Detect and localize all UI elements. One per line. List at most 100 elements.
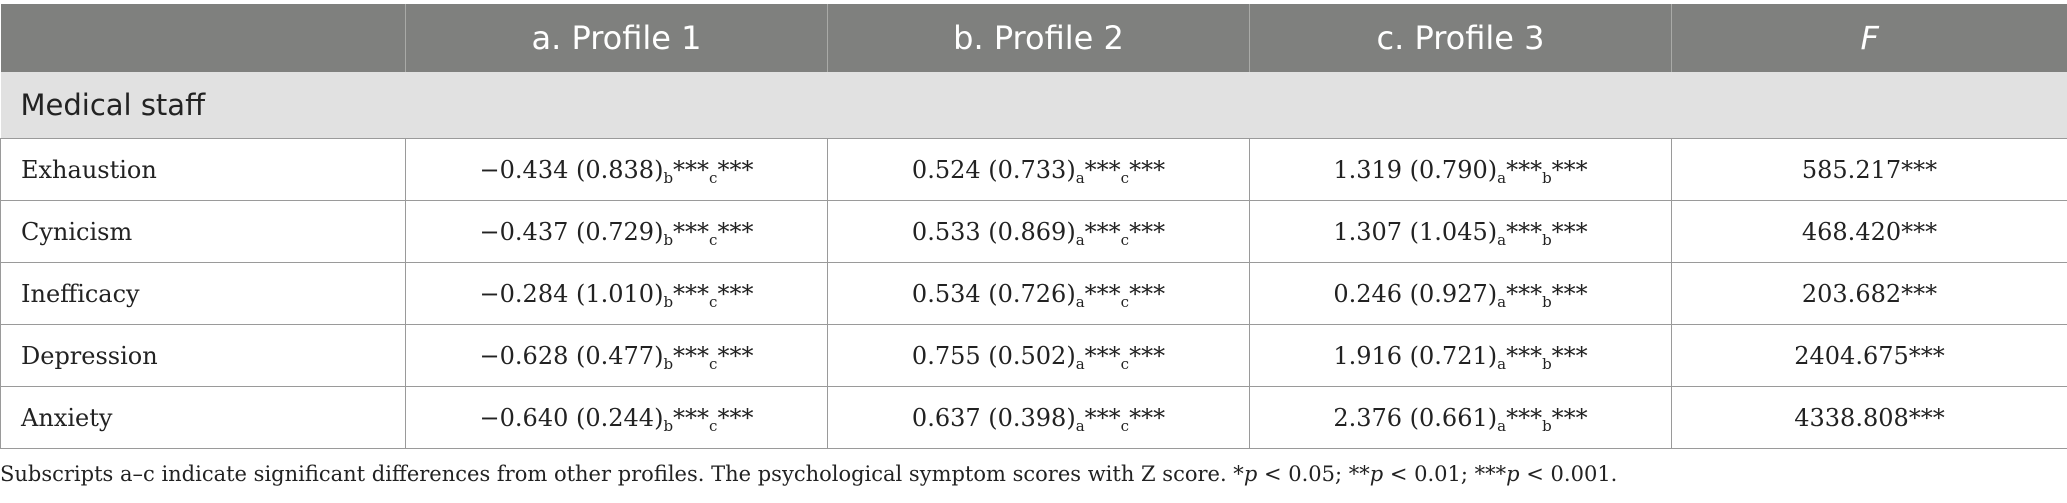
significance-2: *** <box>1129 217 1166 246</box>
significance-1: *** <box>1506 155 1543 184</box>
cell-value: 1.319 (0.790) <box>1333 155 1498 184</box>
f-value-cell: 2404.675*** <box>1671 324 2067 387</box>
subscript-2: c <box>709 416 718 435</box>
significance-2: *** <box>1551 155 1588 184</box>
subscript-2: c <box>1120 416 1130 435</box>
significance-2: *** <box>717 279 754 308</box>
profile-3-cell: 2.376 (0.661)a***b*** <box>1249 386 1672 449</box>
subscript-2: c <box>709 168 718 187</box>
profile-3-cell: 1.916 (0.721)a***b*** <box>1249 324 1672 387</box>
significance-1: *** <box>673 155 710 184</box>
footnote-threshold-1: < 0.05; ** <box>1257 462 1370 486</box>
cell-value: 0.533 (0.869) <box>911 217 1076 246</box>
significance-2: *** <box>1129 403 1166 432</box>
subscript-2: b <box>1542 416 1552 435</box>
subscript-1: b <box>663 292 674 311</box>
significance-2: *** <box>717 217 754 246</box>
row-label: Anxiety <box>0 386 406 449</box>
significance-1: *** <box>1506 341 1543 370</box>
cell-value: 0.524 (0.733) <box>911 155 1076 184</box>
table-row: Inefficacy −0.284 (1.010)b***c*** 0.534 (0… <box>0 262 2067 325</box>
subscript-2: c <box>1120 354 1130 373</box>
group-row: Medical staff <box>0 72 2067 139</box>
cell-value: −0.284 (1.010) <box>479 279 664 308</box>
profile-3-cell: 1.307 (1.045)a***b*** <box>1249 200 1672 263</box>
profile-3-cell: 1.319 (0.790)a***b*** <box>1249 138 1672 201</box>
subscript-1: a <box>1497 354 1507 373</box>
row-label: Depression <box>0 324 406 387</box>
profile-2-cell: 0.524 (0.733)a***c*** <box>827 138 1250 201</box>
significance-2: *** <box>1551 279 1588 308</box>
profile-1-cell: −0.434 (0.838)b***c*** <box>405 138 828 201</box>
subscript-1: a <box>1075 416 1085 435</box>
cell-value: 0.246 (0.927) <box>1333 279 1498 308</box>
cell-value: 0.637 (0.398) <box>911 403 1076 432</box>
significance-2: *** <box>717 341 754 370</box>
significance-1: *** <box>1084 403 1121 432</box>
significance-2: *** <box>1551 341 1588 370</box>
header-blank <box>0 4 406 72</box>
table-row: Cynicism −0.437 (0.729)b***c*** 0.533 (0.8… <box>0 200 2067 263</box>
table-header-row: a. Profile 1 b. Profile 2 c. Profile 3 F <box>0 4 2067 72</box>
profile-1-cell: −0.628 (0.477)b***c*** <box>405 324 828 387</box>
significance-1: *** <box>1506 217 1543 246</box>
significance-1: *** <box>673 279 710 308</box>
footnote-p-var-3: p <box>1506 462 1520 486</box>
subscript-2: b <box>1542 292 1552 311</box>
subscript-2: b <box>1542 168 1552 187</box>
profile-1-cell: −0.437 (0.729)b***c*** <box>405 200 828 263</box>
significance-1: *** <box>1084 341 1121 370</box>
footnote-threshold-2: < 0.01; *** <box>1383 462 1507 486</box>
cell-value: 2.376 (0.661) <box>1333 403 1498 432</box>
footnote-threshold-3: < 0.001. <box>1519 462 1618 486</box>
significance-2: *** <box>1551 403 1588 432</box>
subscript-2: c <box>709 230 718 249</box>
significance-2: *** <box>1551 217 1588 246</box>
subscript-1: a <box>1075 292 1085 311</box>
subscript-2: c <box>709 292 718 311</box>
profile-3-cell: 0.246 (0.927)a***b*** <box>1249 262 1672 325</box>
row-label: Exhaustion <box>0 138 406 201</box>
subscript-1: a <box>1497 230 1507 249</box>
subscript-1: a <box>1497 168 1507 187</box>
significance-2: *** <box>1129 341 1166 370</box>
cell-value: 1.916 (0.721) <box>1333 341 1498 370</box>
f-value-cell: 585.217*** <box>1671 138 2067 201</box>
cell-value: −0.437 (0.729) <box>479 217 664 246</box>
subscript-2: c <box>1120 168 1130 187</box>
results-table-container: a. Profile 1 b. Profile 2 c. Profile 3 F… <box>0 4 2067 449</box>
subscript-2: b <box>1542 230 1552 249</box>
significance-1: *** <box>1506 403 1543 432</box>
table-row: Exhaustion −0.434 (0.838)b***c*** 0.524 (0… <box>0 138 2067 201</box>
header-f-statistic: F <box>1671 4 2067 72</box>
f-value-cell: 4338.808*** <box>1671 386 2067 449</box>
significance-1: *** <box>1084 217 1121 246</box>
f-value-cell: 203.682*** <box>1671 262 2067 325</box>
subscript-1: a <box>1075 354 1085 373</box>
profile-2-cell: 0.755 (0.502)a***c*** <box>827 324 1250 387</box>
header-profile-3: c. Profile 3 <box>1249 4 1672 72</box>
subscript-1: a <box>1497 292 1507 311</box>
significance-1: *** <box>1084 155 1121 184</box>
subscript-1: b <box>663 168 674 187</box>
row-label: Inefficacy <box>0 262 406 325</box>
cell-value: −0.434 (0.838) <box>479 155 664 184</box>
significance-1: *** <box>673 341 710 370</box>
profile-1-cell: −0.640 (0.244)b***c*** <box>405 386 828 449</box>
profile-2-cell: 0.534 (0.726)a***c*** <box>827 262 1250 325</box>
significance-2: *** <box>1129 279 1166 308</box>
significance-1: *** <box>1506 279 1543 308</box>
f-value-cell: 468.420*** <box>1671 200 2067 263</box>
significance-1: *** <box>673 217 710 246</box>
subscript-1: b <box>663 416 674 435</box>
header-profile-2: b. Profile 2 <box>827 4 1250 72</box>
significance-2: *** <box>1129 155 1166 184</box>
row-label: Cynicism <box>0 200 406 263</box>
subscript-1: b <box>663 354 674 373</box>
profile-2-cell: 0.637 (0.398)a***c*** <box>827 386 1250 449</box>
footnote-p-var-1: p <box>1243 462 1258 486</box>
subscript-1: b <box>663 230 674 249</box>
subscript-1: a <box>1075 168 1085 187</box>
significance-1: *** <box>1084 279 1121 308</box>
significance-1: *** <box>673 403 710 432</box>
